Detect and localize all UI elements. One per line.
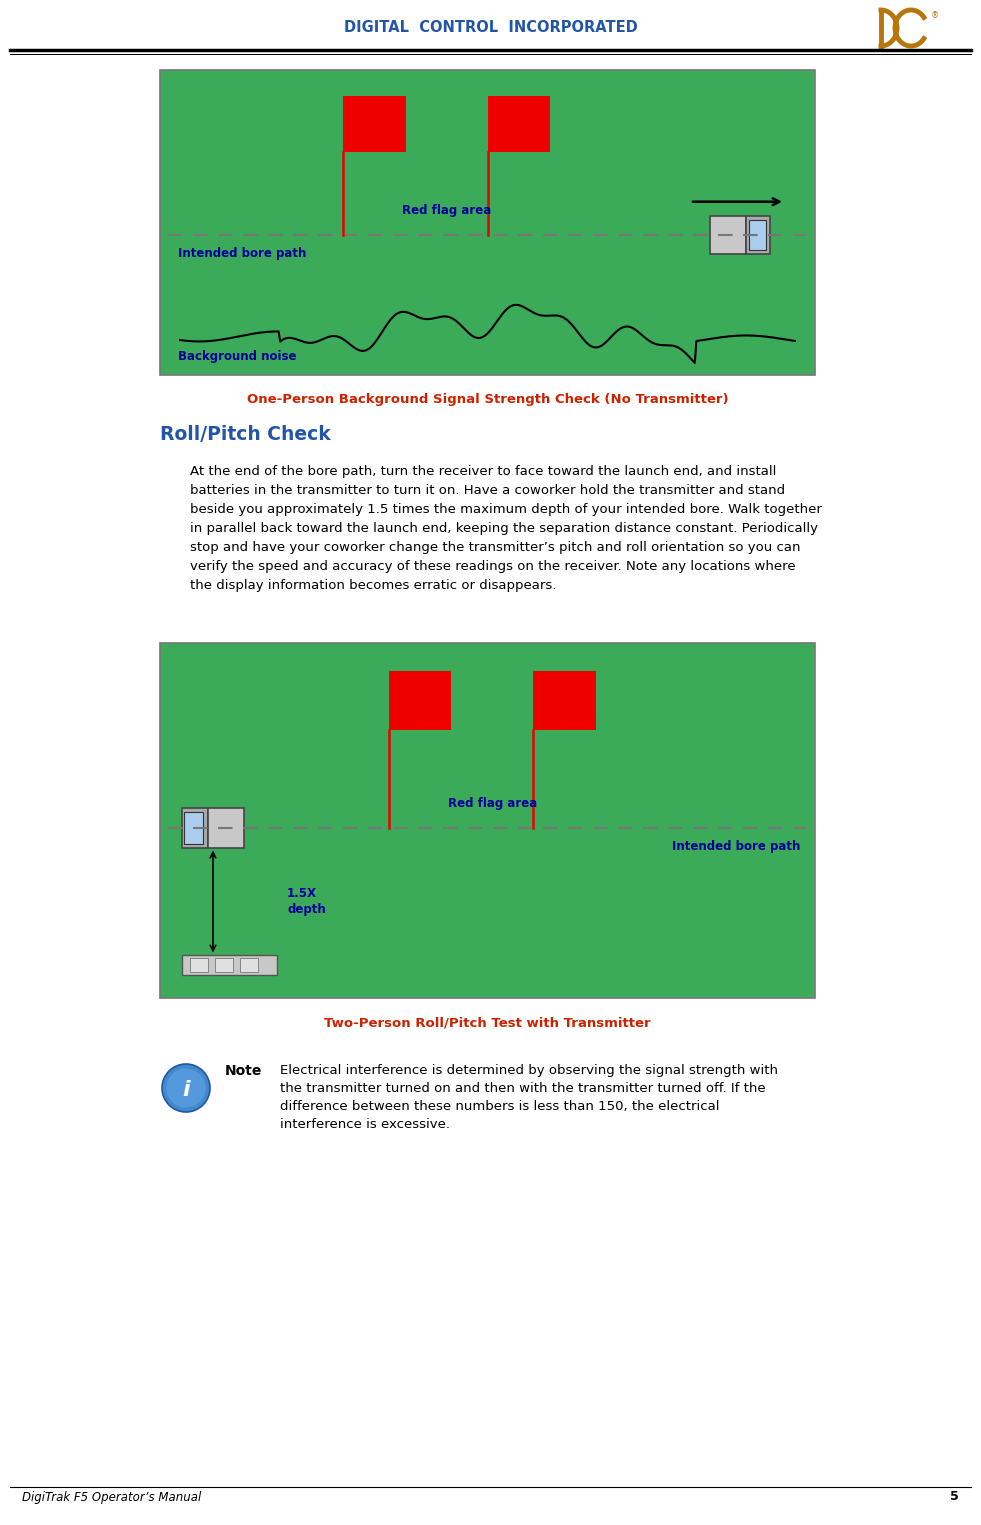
Bar	[160, 70, 815, 375]
Bar	[488, 96, 549, 152]
Circle shape	[167, 1069, 206, 1107]
Text: Red flag area: Red flag area	[447, 796, 537, 810]
Text: the transmitter turned on and then with the transmitter turned off. If the: the transmitter turned on and then with …	[280, 1083, 765, 1095]
Text: difference between these numbers is less than 150, the electrical: difference between these numbers is less…	[280, 1100, 719, 1113]
Bar	[182, 808, 208, 848]
Text: verify the speed and accuracy of these readings on the receiver. Note any locati: verify the speed and accuracy of these r…	[190, 560, 796, 573]
Circle shape	[162, 1064, 210, 1112]
Bar	[389, 671, 451, 730]
Text: Two-Person Roll/Pitch Test with Transmitter: Two-Person Roll/Pitch Test with Transmit…	[324, 1016, 650, 1029]
Bar	[534, 671, 595, 730]
Bar	[343, 96, 405, 152]
Bar	[746, 215, 770, 253]
Text: 1.5X
depth: 1.5X depth	[287, 888, 326, 917]
Text: batteries in the transmitter to turn it on. Have a coworker hold the transmitter: batteries in the transmitter to turn it …	[190, 483, 785, 497]
Text: in parallel back toward the launch end, keeping the separation distance constant: in parallel back toward the launch end, …	[190, 522, 818, 535]
Bar	[208, 808, 244, 848]
Bar	[182, 955, 277, 976]
Text: ®: ®	[931, 11, 939, 20]
Text: Background noise: Background noise	[178, 351, 296, 363]
Text: One-Person Background Signal Strength Check (No Transmitter): One-Person Background Signal Strength Ch…	[246, 393, 728, 406]
Bar	[240, 958, 258, 973]
Bar	[749, 220, 766, 250]
Text: 5: 5	[951, 1490, 959, 1504]
Bar	[160, 644, 815, 997]
Text: Electrical interference is determined by observing the signal strength with: Electrical interference is determined by…	[280, 1064, 778, 1077]
Text: Red flag area: Red flag area	[402, 204, 491, 217]
Text: At the end of the bore path, turn the receiver to face toward the launch end, an: At the end of the bore path, turn the re…	[190, 465, 776, 477]
Text: Intended bore path: Intended bore path	[178, 247, 306, 259]
Text: interference is excessive.: interference is excessive.	[280, 1118, 450, 1132]
Text: DIGITAL  CONTROL  INCORPORATED: DIGITAL CONTROL INCORPORATED	[343, 20, 638, 35]
Bar	[190, 958, 208, 973]
Bar	[710, 215, 746, 253]
Text: Intended bore path: Intended bore path	[672, 840, 800, 852]
Text: i: i	[182, 1080, 189, 1100]
Text: DigiTrak F5 Operator’s Manual: DigiTrak F5 Operator’s Manual	[22, 1490, 201, 1504]
Bar	[184, 811, 203, 843]
Text: Roll/Pitch Check: Roll/Pitch Check	[160, 425, 331, 444]
Text: the display information becomes erratic or disappears.: the display information becomes erratic …	[190, 580, 556, 592]
Bar	[215, 958, 233, 973]
Text: Note: Note	[225, 1064, 262, 1078]
Text: beside you approximately 1.5 times the maximum depth of your intended bore. Walk: beside you approximately 1.5 times the m…	[190, 503, 822, 515]
Text: stop and have your coworker change the transmitter’s pitch and roll orientation : stop and have your coworker change the t…	[190, 541, 800, 554]
